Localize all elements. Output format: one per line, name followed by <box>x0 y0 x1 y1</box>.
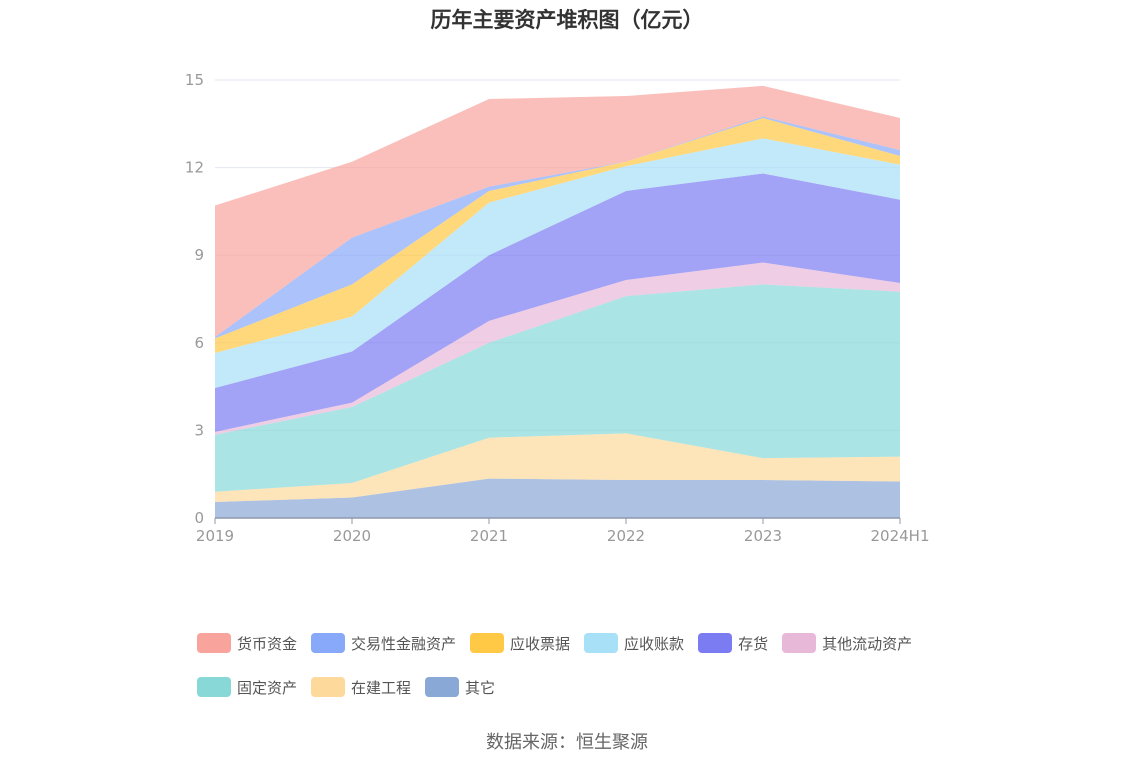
area-series-3 <box>215 262 900 435</box>
legend-swatch <box>425 677 460 697</box>
x-tick-label: 2021 <box>470 527 508 545</box>
x-tick-label: 2024H1 <box>871 527 930 545</box>
legend-item[interactable]: 交易性金融资产 <box>311 631 456 655</box>
legend-swatch <box>197 677 231 697</box>
legend-item[interactable]: 货币资金 <box>197 631 297 655</box>
legend-label: 交易性金融资产 <box>351 634 457 653</box>
legend-label: 应收账款 <box>624 634 685 653</box>
x-tick-label: 2019 <box>196 527 234 545</box>
area-series-4 <box>215 173 900 432</box>
legend-label: 货币资金 <box>237 634 298 653</box>
chart-legend: 货币资金 交易性金融资产 应收票据 应收账款 存货 其他流动资产固定资产 在建工程 其它 <box>197 631 957 699</box>
stacked-area-chart: 0 3 6 9 12 15 2019 2020 2021 2022 2023 2024H1 <box>185 71 930 545</box>
legend-swatch <box>584 633 619 653</box>
x-tick-label: 2023 <box>744 527 782 545</box>
area-series-8 <box>215 85 900 337</box>
legend-label: 其他流动资产 <box>822 634 913 653</box>
legend-swatch <box>698 633 733 653</box>
legend-label: 其它 <box>465 678 496 697</box>
area-series-2 <box>215 284 900 492</box>
area-series-1 <box>215 433 900 502</box>
legend-item[interactable]: 在建工程 <box>311 675 411 699</box>
legend-label: 固定资产 <box>237 678 298 697</box>
legend-item[interactable]: 其他流动资产 <box>782 631 912 655</box>
y-tick-label: 3 <box>194 421 204 439</box>
y-tick-label: 0 <box>194 509 204 527</box>
legend-swatch <box>311 677 346 697</box>
legend-swatch <box>470 633 505 653</box>
area-series-6 <box>215 117 900 354</box>
legend-label: 存货 <box>738 634 769 653</box>
legend-swatch <box>197 633 231 653</box>
legend-label: 应收票据 <box>510 634 571 653</box>
y-tick-label: 6 <box>194 334 204 352</box>
area-series-0 <box>215 478 900 518</box>
area-series-5 <box>215 138 900 389</box>
legend-item[interactable]: 固定资产 <box>197 675 297 699</box>
data-source-note: 数据来源：恒生聚源 <box>486 732 648 753</box>
legend-item[interactable]: 存货 <box>698 631 768 655</box>
legend-item[interactable]: 应收票据 <box>470 631 570 655</box>
legend-swatch <box>311 633 346 653</box>
legend-item[interactable]: 其它 <box>425 675 495 699</box>
chart-title: 历年主要资产堆积图（亿元） <box>430 8 704 32</box>
y-tick-label: 9 <box>194 246 204 264</box>
x-tick-label: 2022 <box>607 527 645 545</box>
legend-label: 在建工程 <box>351 678 412 697</box>
x-tick-label: 2020 <box>333 527 371 545</box>
y-tick-label: 12 <box>185 159 204 177</box>
legend-swatch <box>782 633 817 653</box>
legend-item[interactable]: 应收账款 <box>584 631 684 655</box>
y-tick-label: 15 <box>185 71 204 89</box>
